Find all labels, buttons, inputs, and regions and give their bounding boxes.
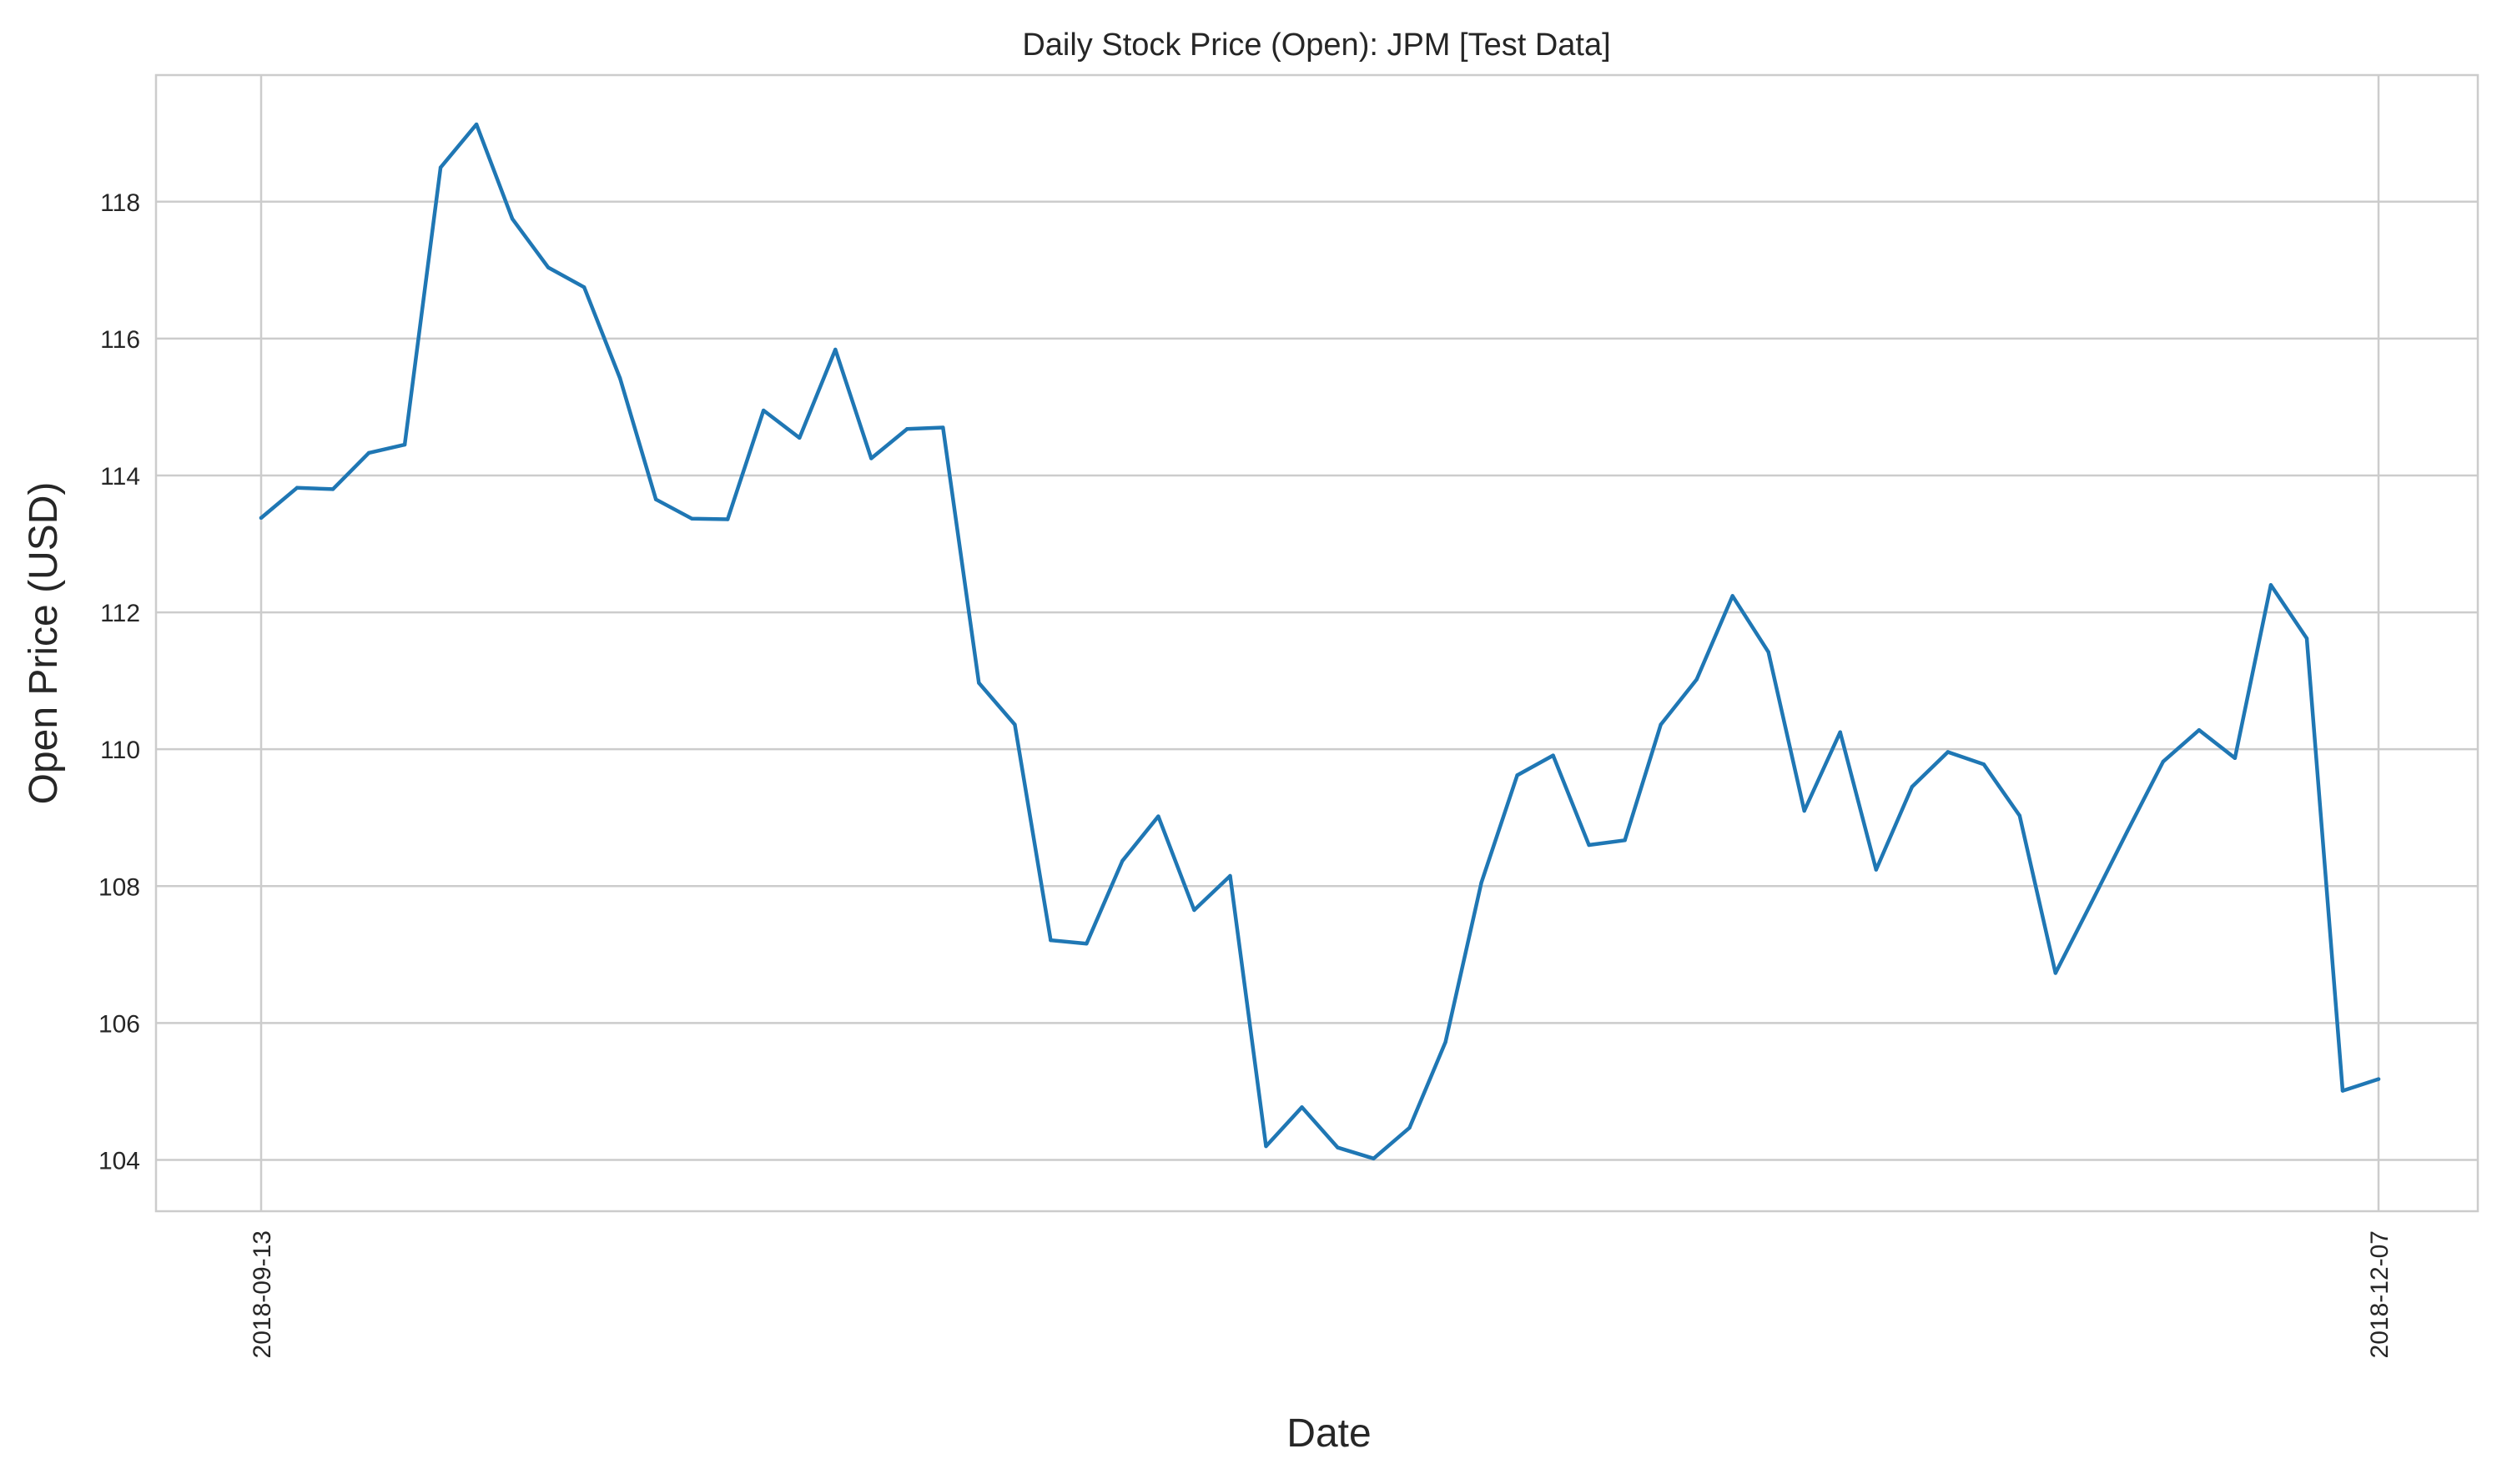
data-point xyxy=(1766,650,1770,654)
y-tick-label: 114 xyxy=(100,463,140,490)
data-point xyxy=(1623,838,1627,843)
y-axis-title: Open Price (USD) xyxy=(22,482,66,805)
data-point xyxy=(2268,583,2273,587)
x-tick-labels: 2018-09-13 2018-12-07 xyxy=(249,1230,2394,1358)
x-axis-title: Date xyxy=(1286,1411,1371,1456)
y-tick-label: 108 xyxy=(98,873,140,901)
data-point xyxy=(1049,938,1053,943)
data-point xyxy=(1407,1125,1412,1130)
data-point xyxy=(1551,753,1555,757)
data-point xyxy=(2089,900,2094,905)
data-point xyxy=(1013,722,1017,727)
data-point xyxy=(1120,858,1125,863)
data-point xyxy=(438,165,443,169)
data-point xyxy=(1730,594,1734,598)
data-point xyxy=(2304,636,2309,641)
y-tick-label: 112 xyxy=(100,600,140,627)
data-point xyxy=(1910,785,1914,789)
data-point xyxy=(510,217,515,221)
chart-title: Daily Stock Price (Open): JPM [Test Data… xyxy=(1022,28,1610,63)
data-point xyxy=(1300,1105,1304,1109)
data-point xyxy=(1659,722,1663,727)
data-point xyxy=(1515,773,1519,777)
data-point xyxy=(2376,1077,2381,1081)
data-point xyxy=(1228,873,1232,878)
data-point xyxy=(1838,730,1842,734)
data-point xyxy=(2053,971,2058,975)
data-point xyxy=(2161,759,2166,764)
y-tick-label: 118 xyxy=(100,189,140,217)
data-point xyxy=(869,456,873,460)
plot-frame xyxy=(154,73,2479,1213)
series-layer xyxy=(259,122,2381,1161)
data-point xyxy=(905,426,909,431)
data-point xyxy=(1946,750,1950,754)
data-point xyxy=(2017,813,2022,817)
data-point xyxy=(1479,880,1483,885)
data-point xyxy=(1085,941,1089,946)
y-tick-label: 104 xyxy=(98,1147,140,1175)
y-tick-label: 106 xyxy=(98,1010,140,1038)
data-point xyxy=(2340,1089,2345,1093)
data-point xyxy=(1874,868,1878,872)
data-point xyxy=(1587,843,1591,848)
series-line xyxy=(259,122,2381,1161)
data-point xyxy=(2197,728,2202,732)
x-tick-label: 2018-12-07 xyxy=(2366,1230,2394,1358)
data-point xyxy=(330,487,335,491)
data-point xyxy=(402,442,407,447)
data-point xyxy=(546,265,551,269)
y-tick-label: 110 xyxy=(100,737,140,764)
data-point xyxy=(726,517,730,521)
data-point xyxy=(798,435,802,440)
data-point xyxy=(941,425,945,430)
data-point xyxy=(1372,1156,1376,1161)
data-point xyxy=(1802,808,1806,813)
data-point xyxy=(2233,756,2238,761)
data-point xyxy=(1156,814,1160,818)
x-tick-label: 2018-09-13 xyxy=(249,1230,276,1358)
plot-background xyxy=(156,75,2478,1211)
data-point xyxy=(977,681,981,685)
data-point xyxy=(1694,677,1699,682)
data-point xyxy=(294,485,300,490)
y-tick-labels: 104 106 108 110 112 114 116 118 xyxy=(98,189,140,1175)
data-point xyxy=(2125,829,2130,833)
data-point xyxy=(1981,762,1986,767)
data-point xyxy=(653,497,658,501)
data-point xyxy=(366,450,371,455)
data-point xyxy=(474,122,479,127)
data-point xyxy=(581,285,586,289)
grid xyxy=(156,75,2478,1211)
y-tick-label: 116 xyxy=(100,326,140,354)
data-point xyxy=(617,376,622,380)
data-point xyxy=(833,347,838,352)
data-point xyxy=(1192,908,1196,913)
data-point xyxy=(762,408,766,413)
data-point xyxy=(259,516,264,521)
data-point xyxy=(1336,1145,1340,1149)
data-point xyxy=(1264,1144,1268,1149)
data-point xyxy=(1443,1040,1447,1044)
data-point xyxy=(690,516,694,521)
